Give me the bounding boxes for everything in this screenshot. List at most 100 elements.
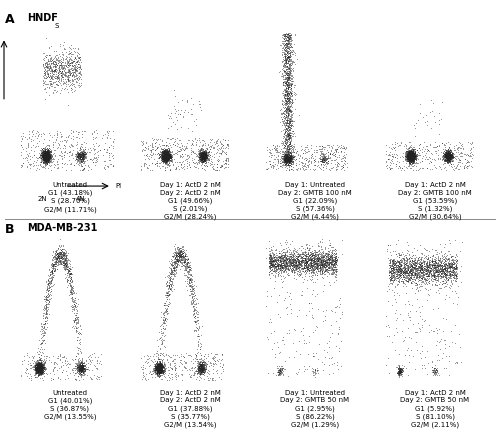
Point: [176, 153, 184, 160]
Point: [37, 367, 45, 374]
Point: [42, 162, 50, 168]
Point: [456, 247, 464, 254]
Point: [158, 367, 166, 374]
Point: [194, 369, 202, 376]
Point: [405, 148, 413, 155]
Point: [408, 154, 416, 161]
Point: [398, 266, 406, 273]
Point: [46, 150, 54, 157]
Point: [418, 272, 426, 279]
Point: [196, 364, 204, 371]
Point: [162, 145, 170, 152]
Point: [155, 369, 163, 376]
Point: [44, 56, 52, 63]
Point: [152, 365, 160, 372]
Point: [284, 154, 292, 161]
Point: [389, 279, 397, 286]
Point: [67, 57, 75, 64]
Point: [326, 265, 334, 272]
Point: [446, 152, 454, 159]
Point: [408, 149, 416, 156]
Point: [386, 275, 394, 281]
Point: [201, 154, 209, 161]
Point: [440, 262, 448, 269]
Point: [318, 162, 326, 168]
Point: [156, 358, 164, 365]
Point: [36, 365, 44, 372]
Point: [206, 139, 214, 146]
Point: [154, 363, 162, 370]
Point: [407, 153, 415, 160]
Point: [156, 364, 164, 371]
Point: [280, 151, 287, 158]
Point: [44, 150, 52, 157]
Point: [154, 365, 162, 372]
Point: [44, 307, 52, 313]
Point: [74, 364, 82, 371]
Point: [331, 261, 339, 268]
Point: [58, 62, 66, 69]
Point: [154, 367, 162, 374]
Point: [408, 152, 416, 159]
Point: [274, 372, 282, 378]
Point: [31, 360, 39, 367]
Point: [280, 68, 288, 74]
Point: [278, 263, 285, 270]
Point: [36, 368, 44, 375]
Point: [286, 90, 294, 97]
Point: [156, 367, 164, 374]
Point: [44, 149, 52, 156]
Point: [304, 257, 312, 264]
Point: [266, 257, 274, 264]
Point: [408, 152, 416, 159]
Point: [199, 156, 207, 163]
Point: [212, 351, 220, 358]
Point: [402, 262, 410, 269]
Point: [158, 152, 166, 159]
Point: [403, 153, 411, 160]
Point: [158, 362, 166, 369]
Point: [38, 375, 46, 381]
Point: [320, 157, 328, 164]
Point: [37, 372, 45, 379]
Point: [446, 152, 454, 159]
Point: [156, 363, 164, 370]
Point: [160, 154, 168, 161]
Point: [408, 154, 416, 161]
Point: [157, 366, 165, 373]
Point: [49, 253, 57, 260]
Point: [406, 155, 413, 162]
Point: [196, 142, 203, 149]
Point: [44, 144, 52, 151]
Point: [156, 367, 164, 374]
Point: [284, 157, 292, 164]
Point: [404, 269, 412, 276]
Point: [282, 161, 290, 168]
Point: [271, 252, 279, 259]
Point: [42, 155, 50, 162]
Point: [291, 248, 299, 255]
Point: [287, 156, 295, 163]
Point: [286, 154, 294, 161]
Point: [154, 154, 162, 161]
Point: [192, 366, 200, 373]
Point: [444, 151, 452, 158]
Point: [41, 153, 49, 160]
Point: [405, 157, 413, 164]
Point: [342, 153, 349, 160]
Point: [284, 39, 292, 46]
Point: [34, 366, 42, 373]
Point: [404, 155, 412, 162]
Point: [434, 268, 442, 275]
Point: [308, 252, 316, 259]
Point: [155, 363, 163, 370]
Point: [328, 143, 336, 150]
Point: [34, 367, 42, 374]
Point: [406, 151, 413, 158]
Point: [70, 368, 78, 375]
Point: [410, 274, 418, 281]
Point: [162, 151, 170, 158]
Point: [193, 316, 201, 323]
Point: [37, 149, 45, 156]
Point: [320, 258, 328, 265]
